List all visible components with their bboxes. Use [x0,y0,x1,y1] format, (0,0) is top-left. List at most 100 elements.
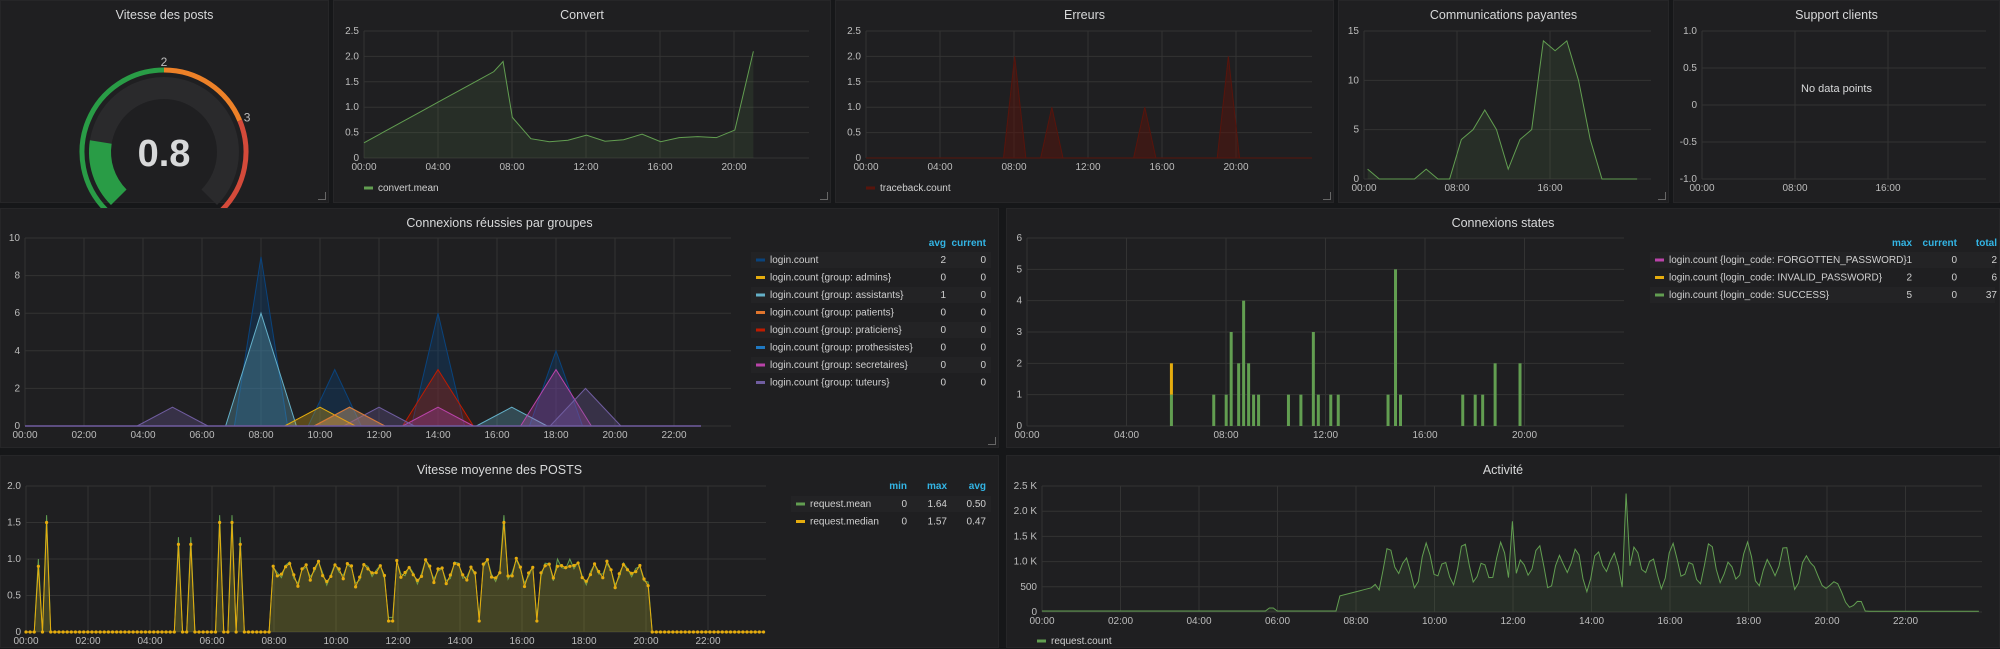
y-tick-label: 1.5 [847,77,861,88]
median-point [382,573,387,578]
median-point [691,630,696,634]
median-point [222,630,226,634]
median-point [189,542,193,546]
panel-title[interactable]: Erreurs [1064,8,1105,22]
median-point [749,630,753,634]
median-point [675,630,679,634]
median-point [395,558,399,563]
panel-title[interactable]: Vitesse des posts [115,8,214,22]
y-tick-label: -1.0 [1680,174,1698,185]
median-point [539,571,543,575]
x-tick-label: 16:00 [1657,616,1682,627]
legend-header-total: total [1976,238,1997,249]
median-point [683,630,687,634]
panel-title[interactable]: Support clients [1795,8,1878,22]
y-tick-label: 500 [1020,582,1037,593]
resize-handle[interactable] [820,192,828,200]
panel-vitesse-moyenne: Vitesse moyenne des POSTS 0 0.5 1.0 1.5 2.0 0… [0,455,999,648]
panel-title[interactable]: Convert [560,8,604,22]
legend-header-current: current [952,238,987,249]
x-tick-label: 16:00 [484,430,509,441]
median-point [522,584,527,589]
group-peak-line [313,406,386,427]
group-peak-line [410,313,466,427]
gauge-threshold-red [220,119,249,212]
median-point [148,630,152,634]
gauge-value-arc [89,140,127,206]
median-point [32,630,36,634]
state-bar [1299,394,1303,426]
legend-current: 0 [1951,290,1957,301]
panel-title[interactable]: Connexions states [1451,216,1555,230]
legend-max: 1.57 [928,517,948,528]
vitesse-legend-item-label: request.mean [810,499,871,510]
median-point [341,577,345,581]
median-point [502,520,506,525]
resize-handle[interactable] [318,192,326,200]
y-tick-label: 2.0 [7,481,21,492]
x-tick-label: 08:00 [1782,183,1807,194]
panel-support-clients: Support clients -1.0 -0.5 0 0.5 1.0 00:00 08:0… [1673,0,2000,203]
panel-vitesse-des-posts: Vitesse des posts 02340.8 [0,0,329,223]
median-point [345,561,349,566]
x-tick-label: 08:00 [248,430,273,441]
median-point [197,630,201,634]
connexions-states-chart: 0 1 2 3 4 5 6 00:00 04:00 08:00 12:00 16:00 20:00 max… [1014,233,1997,441]
x-tick-label: 04:00 [927,162,952,173]
y-tick-label: 0 [15,627,21,638]
x-tick-label: 02:00 [1108,616,1133,627]
state-bar [1252,394,1256,426]
median-point [65,630,69,634]
panel-title[interactable]: Activité [1482,463,1524,477]
panel-erreurs: Erreurs 0 0.5 1.0 1.5 2.0 2.5 00:00 04:00 08:00 1… [835,0,1334,203]
median-point [481,562,485,566]
median-point [601,576,605,580]
x-tick-label: 12:00 [1500,616,1525,627]
median-point [77,630,82,634]
median-point [419,574,424,578]
y-tick-label: 10 [1348,75,1360,86]
median-point [399,575,403,579]
median-point [90,630,94,634]
legend-current: 0 [1951,273,1957,284]
state-bar [1286,394,1290,426]
activite-chart: 0 500 1.0 K 1.5 K 2.0 K 2.5 K 00:00 02:00 04:00 0… [1014,481,1982,647]
resize-handle[interactable] [1658,192,1666,200]
median-point [527,571,531,575]
median-point [349,564,354,568]
state-bar [1329,394,1333,426]
y-tick-label: 1.5 [7,518,21,529]
erreurs-peak-line [1003,56,1027,159]
legend-avg: 0.47 [967,517,987,528]
median-point [333,563,337,567]
median-point [634,570,638,574]
x-tick-label: 08:00 [1444,183,1469,194]
legend-min: 0 [901,499,907,510]
erreurs-peak-fill [1003,56,1026,158]
legend-avg: 0 [940,378,946,389]
median-point [642,577,646,581]
erreurs-legend-label: traceback.count [880,183,951,194]
gauge-tick-label: 2 [161,55,168,69]
median-point [156,630,160,634]
median-point [391,619,395,623]
x-tick-label: 22:00 [695,636,720,647]
median-point [568,564,572,568]
y-tick-label: 6 [1016,233,1022,244]
resize-handle[interactable] [988,437,996,445]
panel-title[interactable]: Vitesse moyenne des POSTS [416,463,583,477]
x-tick-label: 00:00 [351,162,376,173]
resize-handle[interactable] [1323,192,1331,200]
median-point [720,630,724,634]
group-peak-fill [402,407,474,426]
median-point [53,630,57,634]
panel-title[interactable]: Connexions réussies par groupes [406,216,593,230]
y-tick-label: 2.0 [847,51,861,62]
state-bar [1316,394,1320,426]
legend-current: 0 [980,255,986,266]
x-tick-label: 14:00 [447,636,472,647]
panel-title[interactable]: Communications payantes [1429,8,1578,22]
median-point [708,630,712,634]
group-peak-line [225,311,297,427]
legend-header-max: max [927,481,947,492]
